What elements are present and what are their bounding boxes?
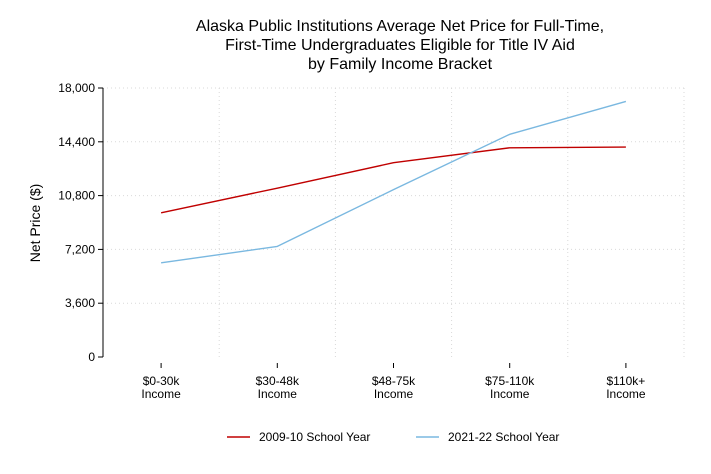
y-tick-label-0: 0 <box>88 350 95 364</box>
legend: 2009-10 School Year 2021-22 School Year <box>227 430 559 444</box>
x-tick-label-line: Income <box>490 387 530 401</box>
x-tick-label-4: $110k+ Income <box>606 374 646 401</box>
x-tick-label-line: $110k+ <box>606 374 645 388</box>
grid <box>102 87 685 357</box>
x-tick-label-line: Income <box>374 387 414 401</box>
y-tick-label-5: 18,000 <box>58 81 95 95</box>
y-tick-label-4: 14,400 <box>58 135 95 149</box>
x-tick-label-1: $30-48k Income <box>256 374 300 401</box>
chart-title-line-3: by Family Income Bracket <box>308 56 493 73</box>
x-tick-label-line: Income <box>141 387 181 401</box>
y-axis-title: Net Price ($) <box>27 184 43 263</box>
series-line-1 <box>161 100 627 264</box>
legend-label-0: 2009-10 School Year <box>259 430 370 444</box>
x-tick-label-line: $30-48k <box>256 374 300 388</box>
x-tick-label-line: Income <box>258 387 298 401</box>
x-tick-label-0: $0-30k Income <box>141 374 181 401</box>
chart-title-line-1: Alaska Public Institutions Average Net P… <box>196 18 604 35</box>
y-tick-label-2: 7,200 <box>65 242 95 256</box>
x-tick-label-3: $75-110k Income <box>485 374 535 401</box>
x-tick-label-line: $75-110k <box>485 374 535 388</box>
chart-title-line-2: First-Time Undergraduates Eligible for T… <box>225 37 575 54</box>
x-tick-label-2: $48-75k Income <box>372 374 416 401</box>
y-tick-label-3: 10,800 <box>58 189 95 203</box>
series <box>160 100 627 264</box>
y-tick-label-1: 3,600 <box>65 296 95 310</box>
y-axis: 0 3,600 7,200 10,800 14,400 18,000 <box>58 81 104 364</box>
x-tick-label-line: $48-75k <box>372 374 416 388</box>
x-tick-label-line: $0-30k <box>143 374 181 388</box>
x-tick-label-line: Income <box>606 387 646 401</box>
series-line-0 <box>160 146 626 214</box>
chart-title: Alaska Public Institutions Average Net P… <box>196 18 604 73</box>
legend-label-1: 2021-22 School Year <box>448 430 559 444</box>
x-axis: $0-30k Income$30-48k Income$48-75k Income$7… <box>141 363 646 401</box>
